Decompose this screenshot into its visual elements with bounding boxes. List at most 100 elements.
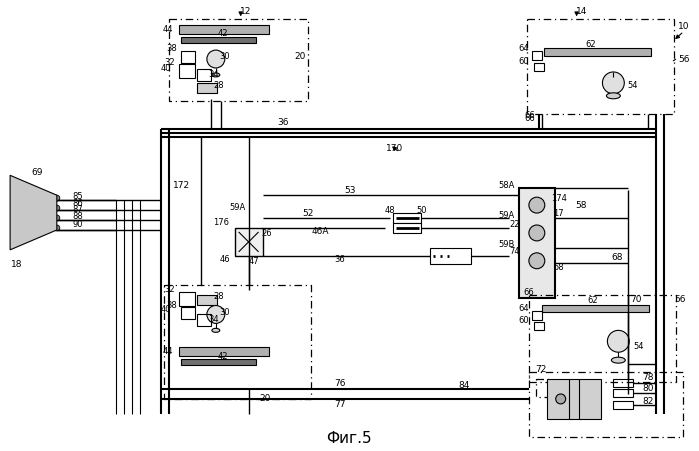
Text: 80: 80 xyxy=(642,385,654,393)
Bar xyxy=(393,213,421,223)
Bar xyxy=(532,312,542,320)
Text: 56: 56 xyxy=(675,295,686,304)
Bar xyxy=(181,37,256,43)
Text: 172: 172 xyxy=(173,181,190,190)
Bar xyxy=(197,295,217,304)
Text: 59A: 59A xyxy=(498,211,515,220)
Text: 62: 62 xyxy=(585,40,596,49)
Text: 58: 58 xyxy=(575,201,586,210)
Text: 17: 17 xyxy=(554,208,564,217)
Text: 87: 87 xyxy=(72,205,83,214)
Text: 59A: 59A xyxy=(229,202,245,212)
Circle shape xyxy=(207,50,225,68)
Text: 48: 48 xyxy=(384,206,395,215)
Bar xyxy=(179,25,268,34)
Text: 40: 40 xyxy=(161,64,171,74)
Text: 78: 78 xyxy=(642,373,654,382)
Text: 84: 84 xyxy=(459,381,470,390)
Text: 64: 64 xyxy=(518,44,529,53)
Text: 58: 58 xyxy=(554,263,564,272)
Text: 77: 77 xyxy=(334,400,346,410)
Bar xyxy=(519,188,555,298)
Circle shape xyxy=(529,197,545,213)
Text: 20: 20 xyxy=(260,395,271,404)
Text: 74: 74 xyxy=(509,247,519,256)
Circle shape xyxy=(603,72,624,94)
Bar xyxy=(197,69,211,81)
Circle shape xyxy=(529,225,545,241)
Text: Фиг.5: Фиг.5 xyxy=(326,431,372,446)
Bar xyxy=(534,322,544,330)
Circle shape xyxy=(54,195,60,201)
Text: 90: 90 xyxy=(73,220,83,229)
Text: 59B: 59B xyxy=(498,240,515,249)
Text: 38: 38 xyxy=(166,301,177,310)
Circle shape xyxy=(54,225,60,231)
Bar xyxy=(179,292,195,305)
Text: 47: 47 xyxy=(248,257,259,266)
Text: 10: 10 xyxy=(678,22,690,31)
Text: 62: 62 xyxy=(587,296,598,305)
Ellipse shape xyxy=(607,93,620,99)
Text: 20: 20 xyxy=(294,51,306,60)
Text: 30: 30 xyxy=(219,308,230,317)
Text: 40: 40 xyxy=(161,305,171,314)
Text: 28: 28 xyxy=(213,81,224,90)
Bar xyxy=(613,379,633,387)
Text: 44: 44 xyxy=(163,347,173,356)
Text: 68: 68 xyxy=(612,253,624,262)
Text: 54: 54 xyxy=(633,342,644,351)
Text: 42: 42 xyxy=(217,352,228,361)
Bar xyxy=(197,314,211,327)
Text: 86: 86 xyxy=(72,198,83,207)
Text: 32: 32 xyxy=(164,285,175,294)
Circle shape xyxy=(556,394,565,404)
Bar xyxy=(547,379,601,419)
Bar xyxy=(393,223,421,233)
Text: 60: 60 xyxy=(518,316,529,325)
Text: 14: 14 xyxy=(576,7,587,16)
Text: 22: 22 xyxy=(509,220,519,229)
Text: 66: 66 xyxy=(524,114,535,123)
Text: 70: 70 xyxy=(630,295,642,304)
Ellipse shape xyxy=(212,328,219,332)
Bar xyxy=(529,372,683,437)
Text: 30: 30 xyxy=(219,51,230,60)
Bar xyxy=(179,347,268,356)
Bar xyxy=(181,51,195,63)
Circle shape xyxy=(54,215,60,221)
Bar xyxy=(544,48,651,56)
Text: 56: 56 xyxy=(678,55,690,64)
Circle shape xyxy=(207,305,225,323)
Text: 44: 44 xyxy=(163,25,173,34)
Bar xyxy=(613,401,633,409)
Text: 34: 34 xyxy=(208,70,219,79)
Text: 28: 28 xyxy=(213,292,224,301)
Text: 52: 52 xyxy=(303,208,314,217)
Text: 32: 32 xyxy=(164,58,175,66)
Text: 85: 85 xyxy=(73,192,83,201)
Bar xyxy=(532,51,542,60)
Text: 50: 50 xyxy=(417,206,427,215)
Bar xyxy=(534,63,544,71)
Text: 76: 76 xyxy=(334,378,346,387)
Text: 36: 36 xyxy=(335,255,345,264)
Ellipse shape xyxy=(612,357,626,363)
Polygon shape xyxy=(10,175,57,250)
Text: 64: 64 xyxy=(518,304,529,313)
Bar xyxy=(181,359,256,365)
Text: 54: 54 xyxy=(627,81,637,90)
Text: 53: 53 xyxy=(344,186,356,195)
Bar xyxy=(181,308,195,319)
Circle shape xyxy=(607,330,629,352)
Bar xyxy=(542,304,649,313)
Bar xyxy=(529,295,676,382)
Bar xyxy=(527,19,674,114)
Text: 82: 82 xyxy=(642,397,654,406)
Text: 88: 88 xyxy=(72,212,83,221)
Bar xyxy=(429,248,471,264)
Bar xyxy=(613,389,633,397)
Circle shape xyxy=(54,205,60,211)
Text: 34: 34 xyxy=(208,315,219,324)
Text: 18: 18 xyxy=(11,260,23,269)
